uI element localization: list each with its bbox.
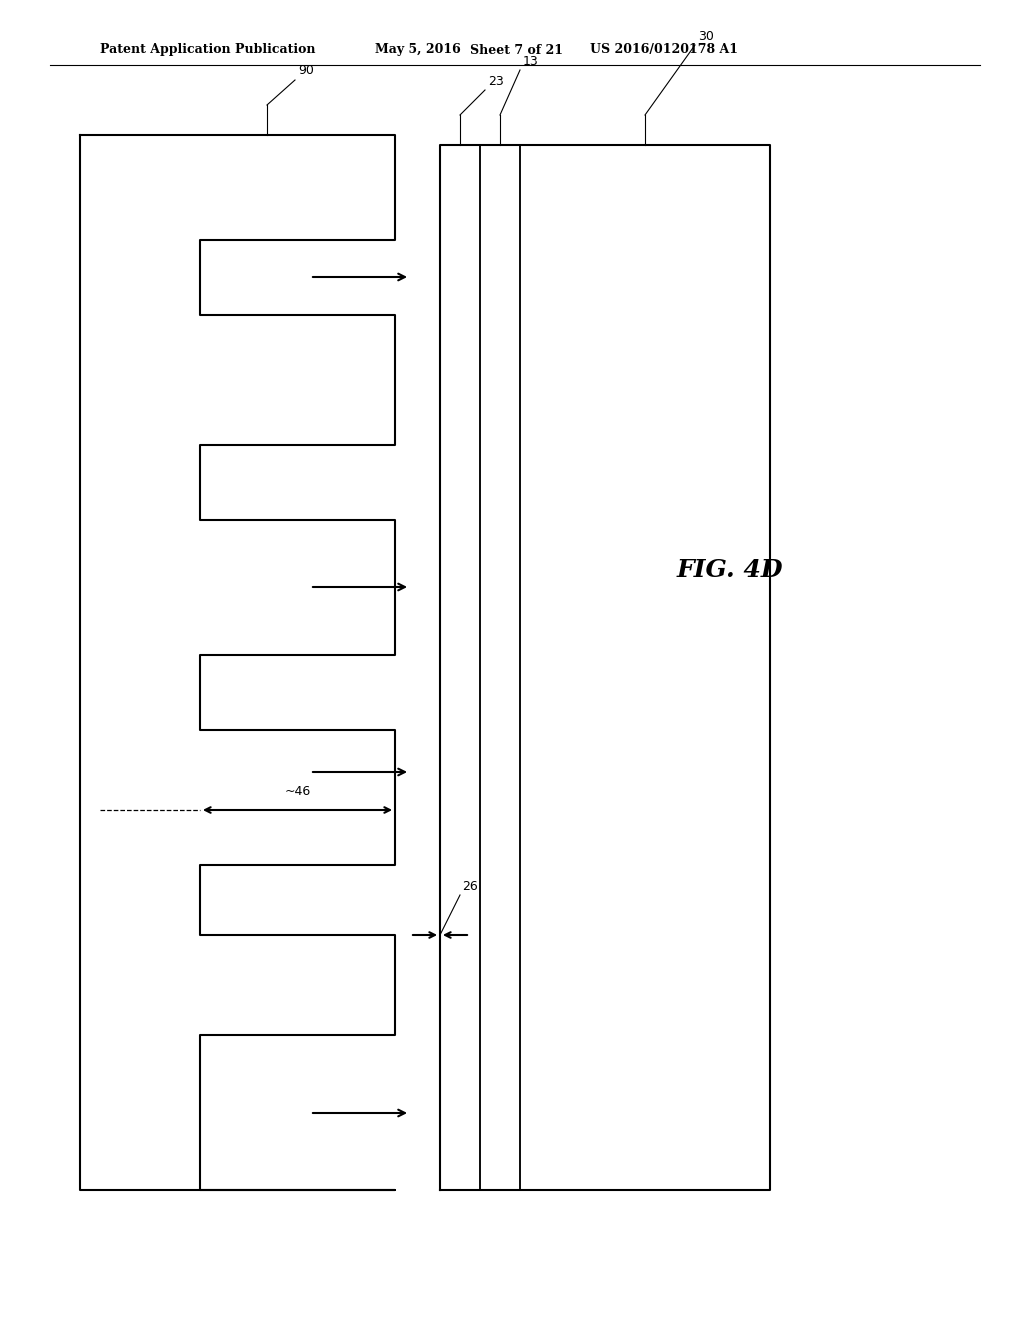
Text: Patent Application Publication: Patent Application Publication (100, 44, 315, 57)
Text: 30: 30 (698, 30, 714, 44)
Text: FIG. 4D: FIG. 4D (677, 558, 783, 582)
Text: May 5, 2016: May 5, 2016 (375, 44, 461, 57)
Text: ~46: ~46 (285, 785, 310, 799)
Text: 90: 90 (298, 63, 314, 77)
Text: 23: 23 (488, 75, 504, 88)
Text: US 2016/0120178 A1: US 2016/0120178 A1 (590, 44, 738, 57)
Text: Sheet 7 of 21: Sheet 7 of 21 (470, 44, 563, 57)
Text: 13: 13 (523, 55, 539, 69)
Text: 26: 26 (462, 880, 478, 894)
